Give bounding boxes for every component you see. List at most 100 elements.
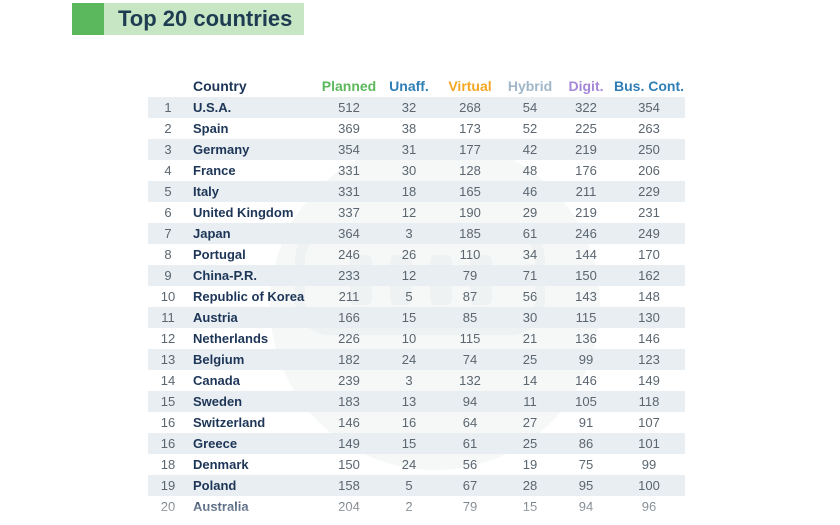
country-cell: Australia [193, 499, 249, 514]
virtual-cell: 190 [459, 205, 481, 220]
digital-cell: 225 [575, 121, 597, 136]
virtual-cell: 74 [462, 352, 478, 367]
digital-cell: 322 [575, 100, 597, 115]
rank-cell: 10 [160, 289, 176, 304]
planned-cell: 158 [338, 478, 360, 493]
table-row: 9 China-P.R. 233 12 79 71 150 162 [148, 265, 685, 286]
table-row: 12 Netherlands 226 10 115 21 136 146 [148, 328, 685, 349]
rank-cell: 11 [161, 310, 175, 325]
digital-cell: 86 [578, 436, 594, 451]
virtual-cell: 85 [462, 310, 478, 325]
rank-cell: 1 [164, 100, 172, 115]
planned-cell: 183 [338, 394, 360, 409]
unaffiliated-cell: 15 [401, 436, 417, 451]
digital-cell: 136 [575, 331, 597, 346]
hybrid-cell: 11 [523, 394, 537, 409]
digital-cell: 115 [575, 310, 597, 325]
business-continuity-cell: 249 [638, 226, 660, 241]
rank-cell: 2 [164, 121, 172, 136]
unaffiliated-cell: 26 [401, 247, 417, 262]
rank-cell: 6 [164, 205, 172, 220]
unaffiliated-header: Unaff. [389, 78, 429, 94]
hybrid-cell: 30 [522, 310, 538, 325]
virtual-cell: 56 [462, 457, 478, 472]
virtual-cell: 67 [462, 478, 478, 493]
country-cell: Canada [193, 373, 240, 388]
country-cell: Portugal [193, 247, 246, 262]
rank-cell: 3 [164, 142, 172, 157]
country-cell: United Kingdom [193, 205, 294, 220]
unaffiliated-cell: 15 [401, 310, 417, 325]
planned-cell: 354 [338, 142, 360, 157]
country-cell: Austria [193, 310, 238, 325]
hybrid-cell: 34 [522, 247, 538, 262]
business-continuity-cell: 162 [638, 268, 660, 283]
business-continuity-cell: 146 [638, 331, 660, 346]
unaffiliated-cell: 13 [401, 394, 417, 409]
rank-cell: 19 [160, 478, 176, 493]
rank-cell: 18 [160, 457, 176, 472]
digital-cell: 211 [575, 184, 597, 199]
rank-cell: 20 [160, 499, 176, 514]
virtual-cell: 94 [462, 394, 478, 409]
digital-cell: 150 [575, 268, 597, 283]
digital-cell: 75 [578, 457, 594, 472]
rank-cell: 8 [164, 247, 172, 262]
planned-cell: 512 [338, 100, 360, 115]
virtual-cell: 185 [459, 226, 481, 241]
planned-cell: 211 [338, 289, 360, 304]
planned-cell: 337 [338, 205, 360, 220]
table-row: 8 Portugal 246 26 110 34 144 170 [148, 244, 685, 265]
business-continuity-cell: 148 [638, 289, 660, 304]
hybrid-cell: 61 [522, 226, 538, 241]
business-continuity-cell: 229 [638, 184, 660, 199]
rank-cell: 14 [160, 373, 176, 388]
unaffiliated-cell: 5 [405, 289, 413, 304]
unaffiliated-cell: 5 [405, 478, 413, 493]
virtual-cell: 115 [459, 331, 481, 346]
hybrid-cell: 46 [522, 184, 538, 199]
virtual-cell: 173 [459, 121, 481, 136]
hybrid-cell: 48 [522, 163, 538, 178]
virtual-header: Virtual [448, 78, 492, 94]
virtual-cell: 128 [459, 163, 481, 178]
hybrid-cell: 25 [522, 352, 538, 367]
hybrid-cell: 52 [522, 121, 538, 136]
table-row: 4 France 331 30 128 48 176 206 [148, 160, 685, 181]
table-row: 7 Japan 364 3 185 61 246 249 [148, 223, 685, 244]
business-continuity-cell: 354 [638, 100, 660, 115]
country-header: Country [193, 78, 247, 94]
digital-cell: 143 [575, 289, 597, 304]
countries-table: Country Planned Unaff. Virtual Hybrid Di… [148, 76, 685, 517]
table-row: 3 Germany 354 31 177 42 219 250 [148, 139, 685, 160]
rank-cell: 12 [160, 331, 176, 346]
virtual-cell: 64 [462, 415, 478, 430]
business-continuity-cell: 206 [638, 163, 660, 178]
hybrid-header: Hybrid [507, 78, 553, 94]
business-continuity-cell: 107 [638, 415, 660, 430]
planned-cell: 146 [338, 415, 360, 430]
table-row: 2 Spain 369 38 173 52 225 263 [148, 118, 685, 139]
country-cell: Poland [193, 478, 237, 493]
unaffiliated-cell: 3 [405, 226, 413, 241]
country-cell: France [193, 163, 236, 178]
hybrid-cell: 28 [522, 478, 538, 493]
country-cell: U.S.A. [193, 100, 232, 115]
country-cell: Republic of Korea [193, 289, 305, 304]
planned-header: Planned [321, 78, 377, 94]
planned-cell: 246 [338, 247, 360, 262]
digital-header: Digit. [568, 78, 604, 94]
title-banner: Top 20 countries [72, 3, 305, 35]
unaffiliated-cell: 16 [401, 415, 417, 430]
business-continuity-cell: 123 [638, 352, 660, 367]
table-row: 19 Poland 158 5 67 28 95 100 [148, 475, 685, 496]
table-row: 15 Sweden 183 13 94 11 105 118 [148, 391, 685, 412]
digital-cell: 219 [575, 142, 597, 157]
country-cell: Sweden [193, 394, 243, 409]
country-cell: Greece [193, 436, 238, 451]
unaffiliated-cell: 32 [401, 100, 417, 115]
unaffiliated-cell: 24 [401, 352, 417, 367]
virtual-cell: 165 [459, 184, 481, 199]
country-cell: Netherlands [193, 331, 269, 346]
virtual-cell: 268 [459, 100, 481, 115]
